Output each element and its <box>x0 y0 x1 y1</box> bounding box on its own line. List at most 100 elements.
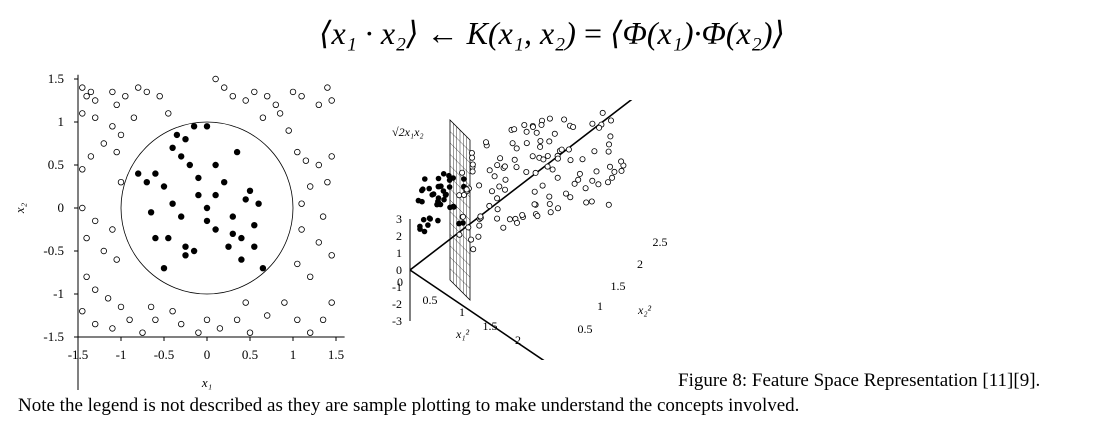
x-tick-label: 1.5 <box>483 319 498 333</box>
filled-data-point <box>450 203 457 210</box>
hollow-data-point <box>220 84 228 91</box>
hollow-data-point <box>463 186 470 193</box>
hollow-data-point <box>538 121 545 128</box>
hollow-data-point <box>91 320 99 328</box>
hollow-data-point <box>83 234 90 242</box>
hollow-data-point <box>229 93 236 100</box>
hollow-data-point <box>460 213 467 220</box>
filled-data-point <box>190 247 198 255</box>
hollow-data-point <box>532 169 539 176</box>
hollow-data-point <box>169 307 176 315</box>
filled-data-point <box>212 226 219 233</box>
hollow-data-point <box>246 329 254 336</box>
legend-note: Note the legend is not described as they… <box>18 395 800 416</box>
hollow-data-point <box>576 170 583 177</box>
y-tick-label: 2.5 <box>653 235 668 249</box>
z-tick-label: 0 <box>396 263 402 277</box>
y-tick-label: 0.5 <box>48 157 64 172</box>
hollow-data-point <box>289 88 297 96</box>
x-axis-label: x₁² <box>455 327 469 341</box>
filled-data-point <box>435 175 442 182</box>
filled-data-point <box>182 252 189 259</box>
hollow-data-point <box>476 222 483 229</box>
filled-data-point <box>220 178 228 186</box>
kernel-formula: ⟨x₁ · x₂⟩ ← K(x₁, x₂) = ⟨Φ(x₁)·Φ(x₂)⟩ <box>0 14 1104 52</box>
hollow-data-point <box>554 205 561 212</box>
filled-data-point <box>203 204 211 212</box>
hollow-data-point <box>531 201 538 208</box>
filled-data-point <box>143 178 150 186</box>
filled-data-point <box>425 222 431 228</box>
z-tick-label: -2 <box>392 297 402 311</box>
hollow-data-point <box>294 148 301 156</box>
y-tick-label: -1.5 <box>43 329 64 344</box>
y-axis-label: x₂² <box>637 303 651 317</box>
hollow-data-point <box>79 110 86 117</box>
hollow-data-point <box>611 168 618 175</box>
hollow-data-point <box>546 193 553 200</box>
hollow-data-point <box>315 239 322 246</box>
hollow-data-point <box>104 295 112 302</box>
hollow-data-point <box>91 217 99 225</box>
hollow-data-point <box>307 329 314 336</box>
hollow-data-point <box>606 163 613 170</box>
hollow-data-point <box>596 124 603 131</box>
x-tick-label: -1 <box>116 347 127 362</box>
hollow-data-point <box>79 307 86 315</box>
hollow-data-point <box>529 153 536 160</box>
hollow-data-point <box>130 114 138 121</box>
hollow-data-point <box>494 215 501 222</box>
hollow-data-point <box>502 176 509 183</box>
hollow-data-point <box>109 123 116 130</box>
filled-data-point <box>152 170 159 177</box>
hollow-data-point <box>607 133 614 140</box>
hollow-data-point <box>494 206 501 213</box>
hollow-data-point <box>302 157 310 164</box>
x-tick-label: 1 <box>459 305 465 319</box>
hollow-data-point <box>501 186 508 193</box>
filled-data-point <box>443 191 449 198</box>
hollow-data-point <box>117 303 125 311</box>
filled-data-point <box>169 144 176 151</box>
hollow-data-point <box>509 140 516 147</box>
filled-data-point <box>422 176 428 182</box>
filled-data-point <box>229 230 236 237</box>
x-tick-label: -0.5 <box>154 347 175 362</box>
filled-data-point <box>152 234 159 242</box>
hollow-data-point <box>491 173 498 180</box>
hollow-data-point <box>147 303 155 311</box>
hollow-data-point <box>562 190 569 197</box>
filled-data-point <box>415 197 422 204</box>
filled-data-point <box>461 176 467 182</box>
z-tick-label: 3 <box>396 212 402 226</box>
hollow-data-point <box>307 273 314 280</box>
y-tick-label: 1 <box>597 299 603 313</box>
hollow-data-point <box>100 247 107 255</box>
hollow-data-point <box>529 123 536 130</box>
filled-data-point <box>238 256 245 263</box>
filled-data-point <box>147 209 155 216</box>
hollow-data-point <box>298 226 305 233</box>
hollow-data-point <box>113 148 120 156</box>
hollow-data-point <box>549 166 556 173</box>
hollow-data-point <box>251 88 258 96</box>
hollow-data-point <box>315 161 322 169</box>
hollow-data-point <box>91 97 99 104</box>
filled-data-point <box>435 217 441 224</box>
hollow-data-point <box>233 316 241 323</box>
hollow-data-point <box>83 273 90 280</box>
filled-data-point <box>177 213 185 220</box>
hollow-data-point <box>537 138 544 145</box>
y-axis-label: x₂ <box>12 202 27 214</box>
hollow-data-point <box>281 299 288 306</box>
hollow-data-point <box>319 213 327 220</box>
filled-data-point <box>160 183 168 190</box>
filled-data-point <box>233 148 241 156</box>
filled-data-point <box>251 243 258 250</box>
hollow-data-point <box>456 231 463 238</box>
separating-plane <box>449 119 471 301</box>
hollow-data-point <box>489 188 496 195</box>
hollow-data-point <box>476 182 483 189</box>
hollow-data-point <box>605 148 612 155</box>
hollow-data-point <box>609 174 616 181</box>
